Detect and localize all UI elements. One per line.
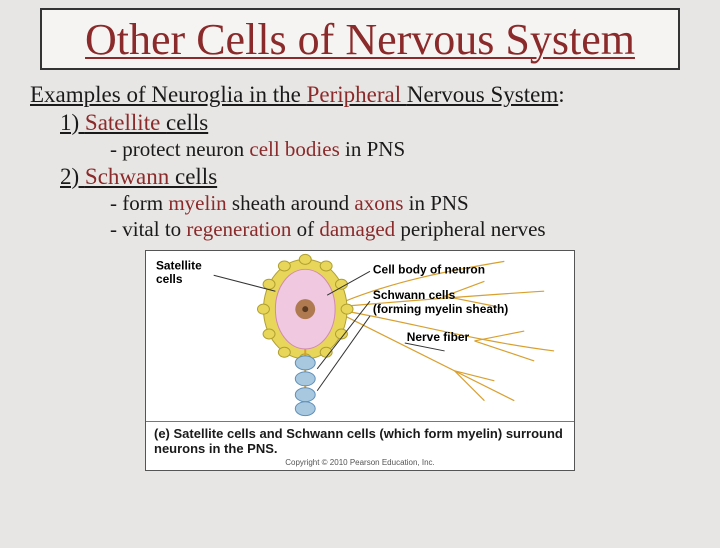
label-satellite: Satellite cells <box>156 258 205 286</box>
item1-sub1-prefix: - protect neuron <box>110 137 249 161</box>
content-area: Examples of Neuroglia in the Peripheral … <box>0 82 720 471</box>
label-nerve-fiber: Nerve fiber <box>407 329 470 343</box>
list-item-2: 2) Schwann cells <box>60 164 690 190</box>
item2-rest: cells <box>175 164 217 189</box>
slide-title: Other Cells of Nervous System <box>52 16 668 64</box>
item1-rest: cells <box>166 110 208 135</box>
item2-sub2-mid: of <box>291 217 319 241</box>
item1-num: 1) <box>60 110 85 135</box>
diagram-panel: Satellite cells Cell body of neuron Schw… <box>145 250 575 471</box>
item2-sub2-red2: damaged <box>319 217 395 241</box>
item2-sub1-red2: axons <box>354 191 403 215</box>
heading-red: Peripheral <box>307 82 407 107</box>
item2-sub1-red1: myelin <box>168 191 226 215</box>
item1-sub1-red: cell bodies <box>249 137 339 161</box>
neuron-diagram: Satellite cells Cell body of neuron Schw… <box>146 251 574 421</box>
list-item-1: 1) Satellite cells <box>60 110 690 136</box>
copyright-text: Copyright © 2010 Pearson Education, Inc. <box>146 458 574 470</box>
title-box: Other Cells of Nervous System <box>40 8 680 70</box>
item2-sub1-prefix: - form <box>110 191 168 215</box>
item2-sub1: - form myelin sheath around axons in PNS <box>110 191 690 216</box>
label-cellbody: Cell body of neuron <box>373 262 485 276</box>
item2-sub1-suffix: in PNS <box>403 191 468 215</box>
heading-suffix: Nervous System <box>407 82 558 107</box>
heading-colon: : <box>558 82 564 108</box>
section-heading: Examples of Neuroglia in the Peripheral … <box>30 82 690 108</box>
heading-prefix: Examples of Neuroglia in the <box>30 82 307 107</box>
item1-sub1: - protect neuron cell bodies in PNS <box>110 137 690 162</box>
item1-sub1-suffix: in PNS <box>340 137 405 161</box>
item1-red: Satellite <box>85 110 166 135</box>
item2-sub2-prefix: - vital to <box>110 217 186 241</box>
item2-red: Schwann <box>85 164 175 189</box>
diagram-caption: (e) Satellite cells and Schwann cells (w… <box>146 421 574 458</box>
label-schwann: Schwann cells (forming myelin sheath) <box>373 288 508 316</box>
item2-sub2: - vital to regeneration of damaged perip… <box>110 217 690 242</box>
item2-sub2-red1: regeneration <box>186 217 291 241</box>
item2-num: 2) <box>60 164 85 189</box>
item2-sub1-mid: sheath around <box>227 191 355 215</box>
item2-sub2-suffix: peripheral nerves <box>395 217 545 241</box>
